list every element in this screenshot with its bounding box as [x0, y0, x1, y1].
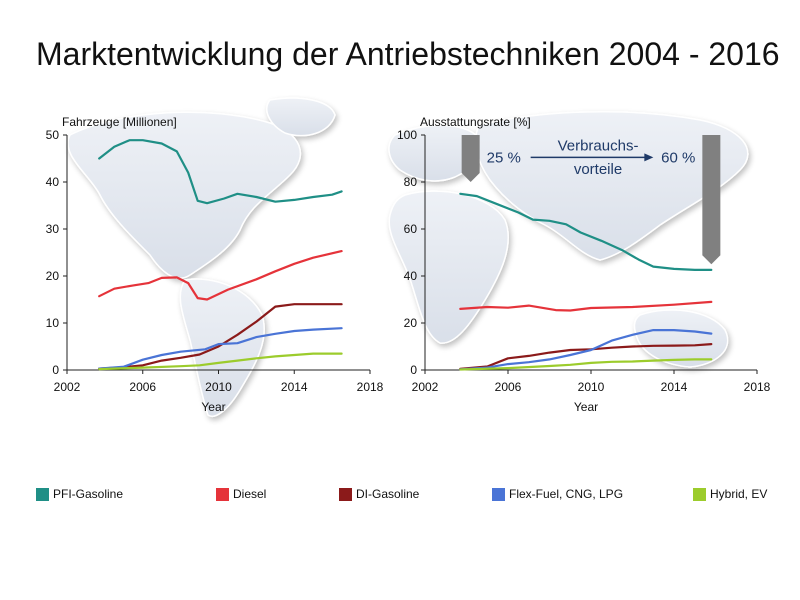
- legend-label-flex: Flex-Fuel, CNG, LPG: [509, 487, 624, 501]
- y-tick-label: 50: [46, 128, 60, 142]
- series-line-flex: [98, 327, 343, 370]
- annotation-label-line1: Verbrauchs-: [558, 138, 639, 155]
- y-tick-label: 20: [46, 269, 60, 283]
- y-tick-label: 60: [404, 222, 418, 236]
- left-marker-bar: [461, 135, 480, 182]
- legend-swatch-flex: [492, 487, 505, 501]
- annotation-left-value: 25 %: [487, 149, 521, 166]
- greenland-shape: [266, 97, 336, 137]
- asia-shape: [474, 111, 749, 261]
- x-tick-label: 2006: [129, 380, 156, 394]
- series-line-flex: [459, 329, 713, 371]
- legend-item-pfi: PFI-Gasoline: [36, 486, 123, 502]
- y-tick-label: 30: [46, 222, 60, 236]
- legend-item-diesel: Diesel: [216, 486, 266, 502]
- right-marker-bar: [702, 135, 721, 265]
- south-america-shape: [179, 278, 265, 417]
- legend-item-flex: Flex-Fuel, CNG, LPG: [492, 486, 623, 502]
- annotation-arrow-head: [644, 153, 654, 162]
- y-tick-label: 100: [397, 128, 417, 142]
- africa-shape: [388, 190, 509, 344]
- legend-item-hybrid: Hybrid, EV: [693, 486, 767, 502]
- series-line-diesel: [459, 300, 713, 312]
- series-line-di: [98, 303, 343, 370]
- y-tick-label: 20: [404, 316, 418, 330]
- x-tick-label: 2018: [357, 380, 384, 394]
- legend-label-diesel: Diesel: [233, 487, 267, 501]
- series-line-hybrid: [98, 352, 343, 371]
- legend-swatch-hybrid: [693, 487, 706, 501]
- series-line-pfi: [98, 139, 343, 205]
- x-axis-label: Year: [201, 400, 225, 414]
- y-tick-label: 40: [404, 269, 418, 283]
- x-tick-label: 2014: [661, 380, 688, 394]
- y-tick-label: 0: [410, 363, 417, 377]
- x-axis-label: Year: [574, 400, 598, 414]
- y-tick-label: 0: [52, 363, 59, 377]
- y-tick-label: 40: [46, 175, 60, 189]
- legend-label-di: DI-Gasoline: [356, 487, 420, 501]
- x-tick-label: 2010: [205, 380, 232, 394]
- annotation-right-value: 60 %: [661, 149, 695, 166]
- annotation-label-line2: vorteile: [574, 161, 622, 178]
- australia-shape: [633, 309, 729, 368]
- chart-equipment-rate: 0 20 40 60 80 100 2002 2006 2010 2014 2018 Ausstatt…: [397, 115, 771, 414]
- legend-label-hybrid: Hybrid, EV: [710, 487, 768, 501]
- europe-shape: [388, 124, 483, 182]
- north-america-shape: [67, 111, 301, 279]
- legend-swatch-pfi: [36, 487, 49, 501]
- legend-item-di: DI-Gasoline: [339, 486, 419, 502]
- y-tick-label: 80: [404, 175, 418, 189]
- y-axis-label: Fahrzeuge [Millionen]: [62, 115, 177, 129]
- x-tick-label: 2006: [495, 380, 522, 394]
- world-map-background: [67, 97, 749, 417]
- x-tick-label: 2018: [744, 380, 771, 394]
- x-tick-label: 2002: [54, 380, 81, 394]
- legend-label-pfi: PFI-Gasoline: [53, 487, 124, 501]
- chart-vehicles: 0 10 20 30 40 50 2002 2006 2010 2014 2018 Fahrzeuge…: [46, 115, 384, 414]
- x-tick-label: 2014: [281, 380, 308, 394]
- series-line-diesel: [98, 250, 343, 301]
- page-title: Marktentwicklung der Antriebstechniken 2…: [36, 36, 780, 72]
- legend-swatch-diesel: [216, 487, 229, 501]
- series-line-hybrid: [459, 358, 713, 371]
- legend-swatch-di: [339, 487, 352, 501]
- series-line-pfi: [459, 192, 713, 271]
- x-tick-label: 2002: [412, 380, 439, 394]
- x-tick-label: 2010: [578, 380, 605, 394]
- y-tick-label: 10: [46, 316, 60, 330]
- y-axis-label: Ausstattungsrate [%]: [420, 115, 531, 129]
